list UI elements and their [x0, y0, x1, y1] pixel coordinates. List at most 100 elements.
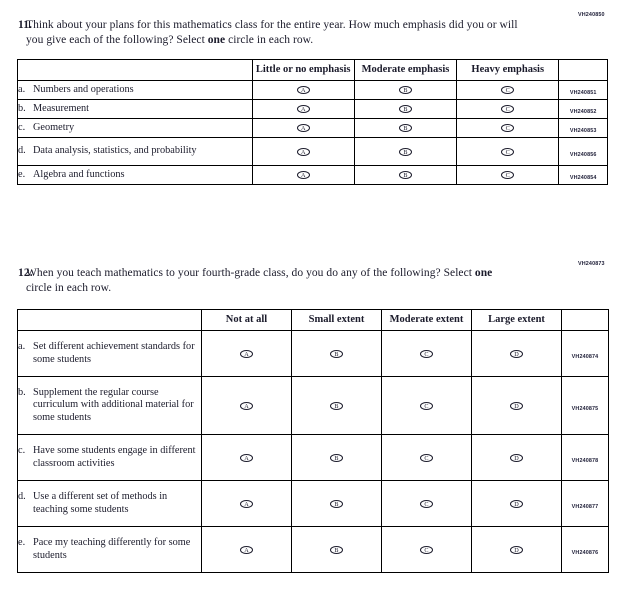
bubble-cell-d-3[interactable]: C [381, 480, 472, 527]
answer-bubble-icon[interactable]: D [510, 545, 523, 554]
answer-bubble-icon[interactable]: A [240, 349, 253, 358]
column-header-code [561, 309, 609, 331]
answer-bubble-icon[interactable]: B [398, 105, 412, 114]
bubble-cell-b-1[interactable]: A [201, 376, 292, 435]
answer-bubble-icon[interactable]: B [398, 171, 412, 180]
answer-bubble-icon[interactable]: B [330, 545, 343, 554]
answer-bubble-icon[interactable]: D [510, 499, 523, 508]
bubble-cell-d-3[interactable]: C [456, 137, 560, 166]
table-row: a. Set different achievement standards f… [17, 330, 609, 377]
bubble-cell-e-1[interactable]: A [201, 526, 292, 573]
answer-bubble-icon[interactable]: A [240, 545, 253, 554]
answer-bubble-icon[interactable]: A [240, 499, 253, 508]
bubble-cell-b-2[interactable]: B [291, 376, 382, 435]
bubble-cell-e-3[interactable]: C [381, 526, 472, 573]
answer-bubble-icon[interactable]: C [420, 499, 433, 508]
bubble-cell-b-1[interactable]: A [251, 99, 355, 119]
table-row: c. Have some students engage in differen… [17, 434, 609, 481]
answer-bubble-icon[interactable]: A [296, 86, 310, 95]
answer-bubble-icon[interactable]: B [330, 401, 343, 410]
answer-bubble-icon[interactable]: A [240, 453, 253, 462]
bubble-cell-d-1[interactable]: A [251, 137, 355, 166]
row-code-cell: VH240856 [558, 137, 608, 166]
bubble-cell-e-4[interactable]: D [471, 526, 562, 573]
bubble-cell-e-3[interactable]: C [456, 165, 560, 185]
table-row: a. Numbers and operations A B C VH240851 [17, 80, 608, 100]
row-letter: e. [18, 537, 26, 549]
answer-bubble-icon[interactable]: A [296, 147, 310, 156]
answer-bubble-icon[interactable]: C [420, 545, 433, 554]
row-letter: c. [18, 121, 26, 133]
bubble-cell-c-3[interactable]: C [456, 118, 560, 138]
answer-bubble-icon[interactable]: A [240, 401, 253, 410]
bubble-cell-b-3[interactable]: C [456, 99, 560, 119]
answer-bubble-icon[interactable]: C [420, 453, 433, 462]
answer-bubble-icon[interactable]: C [501, 86, 515, 95]
table-row: b. Measurement A B C VH240852 [17, 99, 608, 119]
bubble-cell-b-3[interactable]: C [381, 376, 472, 435]
bubble-cell-e-2[interactable]: B [353, 165, 458, 185]
column-header-small-extent: Small extent [291, 309, 382, 331]
answer-bubble-icon[interactable]: A [296, 171, 310, 180]
answer-bubble-icon[interactable]: C [420, 349, 433, 358]
answer-bubble-icon[interactable]: B [398, 86, 412, 95]
question-number-12: 12. [18, 267, 33, 279]
answer-bubble-icon[interactable]: C [501, 147, 515, 156]
row-stem-b: b. Supplement the regular course curricu… [17, 376, 202, 435]
bubble-cell-d-1[interactable]: A [201, 480, 292, 527]
bubble-cell-a-2[interactable]: B [291, 330, 382, 377]
row-stem-d: d. Use a different set of methods in tea… [17, 480, 202, 527]
answer-bubble-icon[interactable]: A [296, 105, 310, 114]
question-block-12: 12. When you teach mathematics to your f… [0, 266, 500, 295]
bubble-cell-d-4[interactable]: D [471, 480, 562, 527]
bubble-cell-c-2[interactable]: B [353, 118, 458, 138]
row-code: VH240853 [569, 128, 597, 134]
answer-bubble-icon[interactable]: B [398, 124, 412, 133]
bubble-cell-a-4[interactable]: D [471, 330, 562, 377]
row-stem-text: Numbers and operations [33, 83, 134, 95]
answer-bubble-icon[interactable]: C [420, 401, 433, 410]
table-row: b. Supplement the regular course curricu… [17, 376, 609, 435]
bubble-cell-c-2[interactable]: B [291, 434, 382, 481]
answer-bubble-icon[interactable]: B [330, 499, 343, 508]
question-code-12: VH240873 [578, 261, 605, 267]
bubble-cell-a-1[interactable]: A [201, 330, 292, 377]
question-text-11-part1: Think about your plans for this mathemat… [26, 19, 518, 46]
bubble-cell-e-1[interactable]: A [251, 165, 355, 185]
row-letter: b. [18, 102, 26, 114]
column-header-stem [17, 59, 253, 81]
answer-bubble-icon[interactable]: B [398, 147, 412, 156]
row-code: VH240852 [569, 109, 597, 115]
bubble-cell-a-1[interactable]: A [251, 80, 355, 100]
bubble-cell-b-2[interactable]: B [353, 99, 458, 119]
answer-bubble-icon[interactable]: B [330, 349, 343, 358]
row-code-cell: VH240876 [561, 526, 609, 573]
bubble-cell-b-4[interactable]: D [471, 376, 562, 435]
answer-bubble-icon[interactable]: B [330, 453, 343, 462]
bubble-cell-e-2[interactable]: B [291, 526, 382, 573]
row-stem-text: Measurement [33, 102, 90, 114]
table-row: d. Use a different set of methods in tea… [17, 480, 609, 527]
row-code: VH240854 [569, 175, 597, 181]
bubble-cell-a-3[interactable]: C [381, 330, 472, 377]
column-header-little-or-no-emphasis: Little or no emphasis [251, 59, 355, 81]
row-stem-text: Pace my teaching differently for some st… [33, 537, 191, 561]
answer-bubble-icon[interactable]: C [501, 171, 515, 180]
question-text-12: When you teach mathematics to your fourt… [26, 266, 500, 295]
answer-bubble-icon[interactable]: A [296, 124, 310, 133]
question-text-11-part2: circle in each row. [225, 33, 314, 46]
bubble-cell-d-2[interactable]: B [291, 480, 382, 527]
answer-bubble-icon[interactable]: C [501, 105, 515, 114]
answer-bubble-icon[interactable]: D [510, 453, 523, 462]
bubble-cell-c-4[interactable]: D [471, 434, 562, 481]
bubble-cell-c-1[interactable]: A [201, 434, 292, 481]
answer-bubble-icon[interactable]: D [510, 349, 523, 358]
bubble-cell-a-2[interactable]: B [353, 80, 458, 100]
table-row: d. Data analysis, statistics, and probab… [17, 137, 608, 166]
answer-bubble-icon[interactable]: D [510, 401, 523, 410]
answer-bubble-icon[interactable]: C [501, 124, 515, 133]
bubble-cell-c-3[interactable]: C [381, 434, 472, 481]
bubble-cell-c-1[interactable]: A [251, 118, 355, 138]
bubble-cell-d-2[interactable]: B [353, 137, 458, 166]
bubble-cell-a-3[interactable]: C [456, 80, 560, 100]
